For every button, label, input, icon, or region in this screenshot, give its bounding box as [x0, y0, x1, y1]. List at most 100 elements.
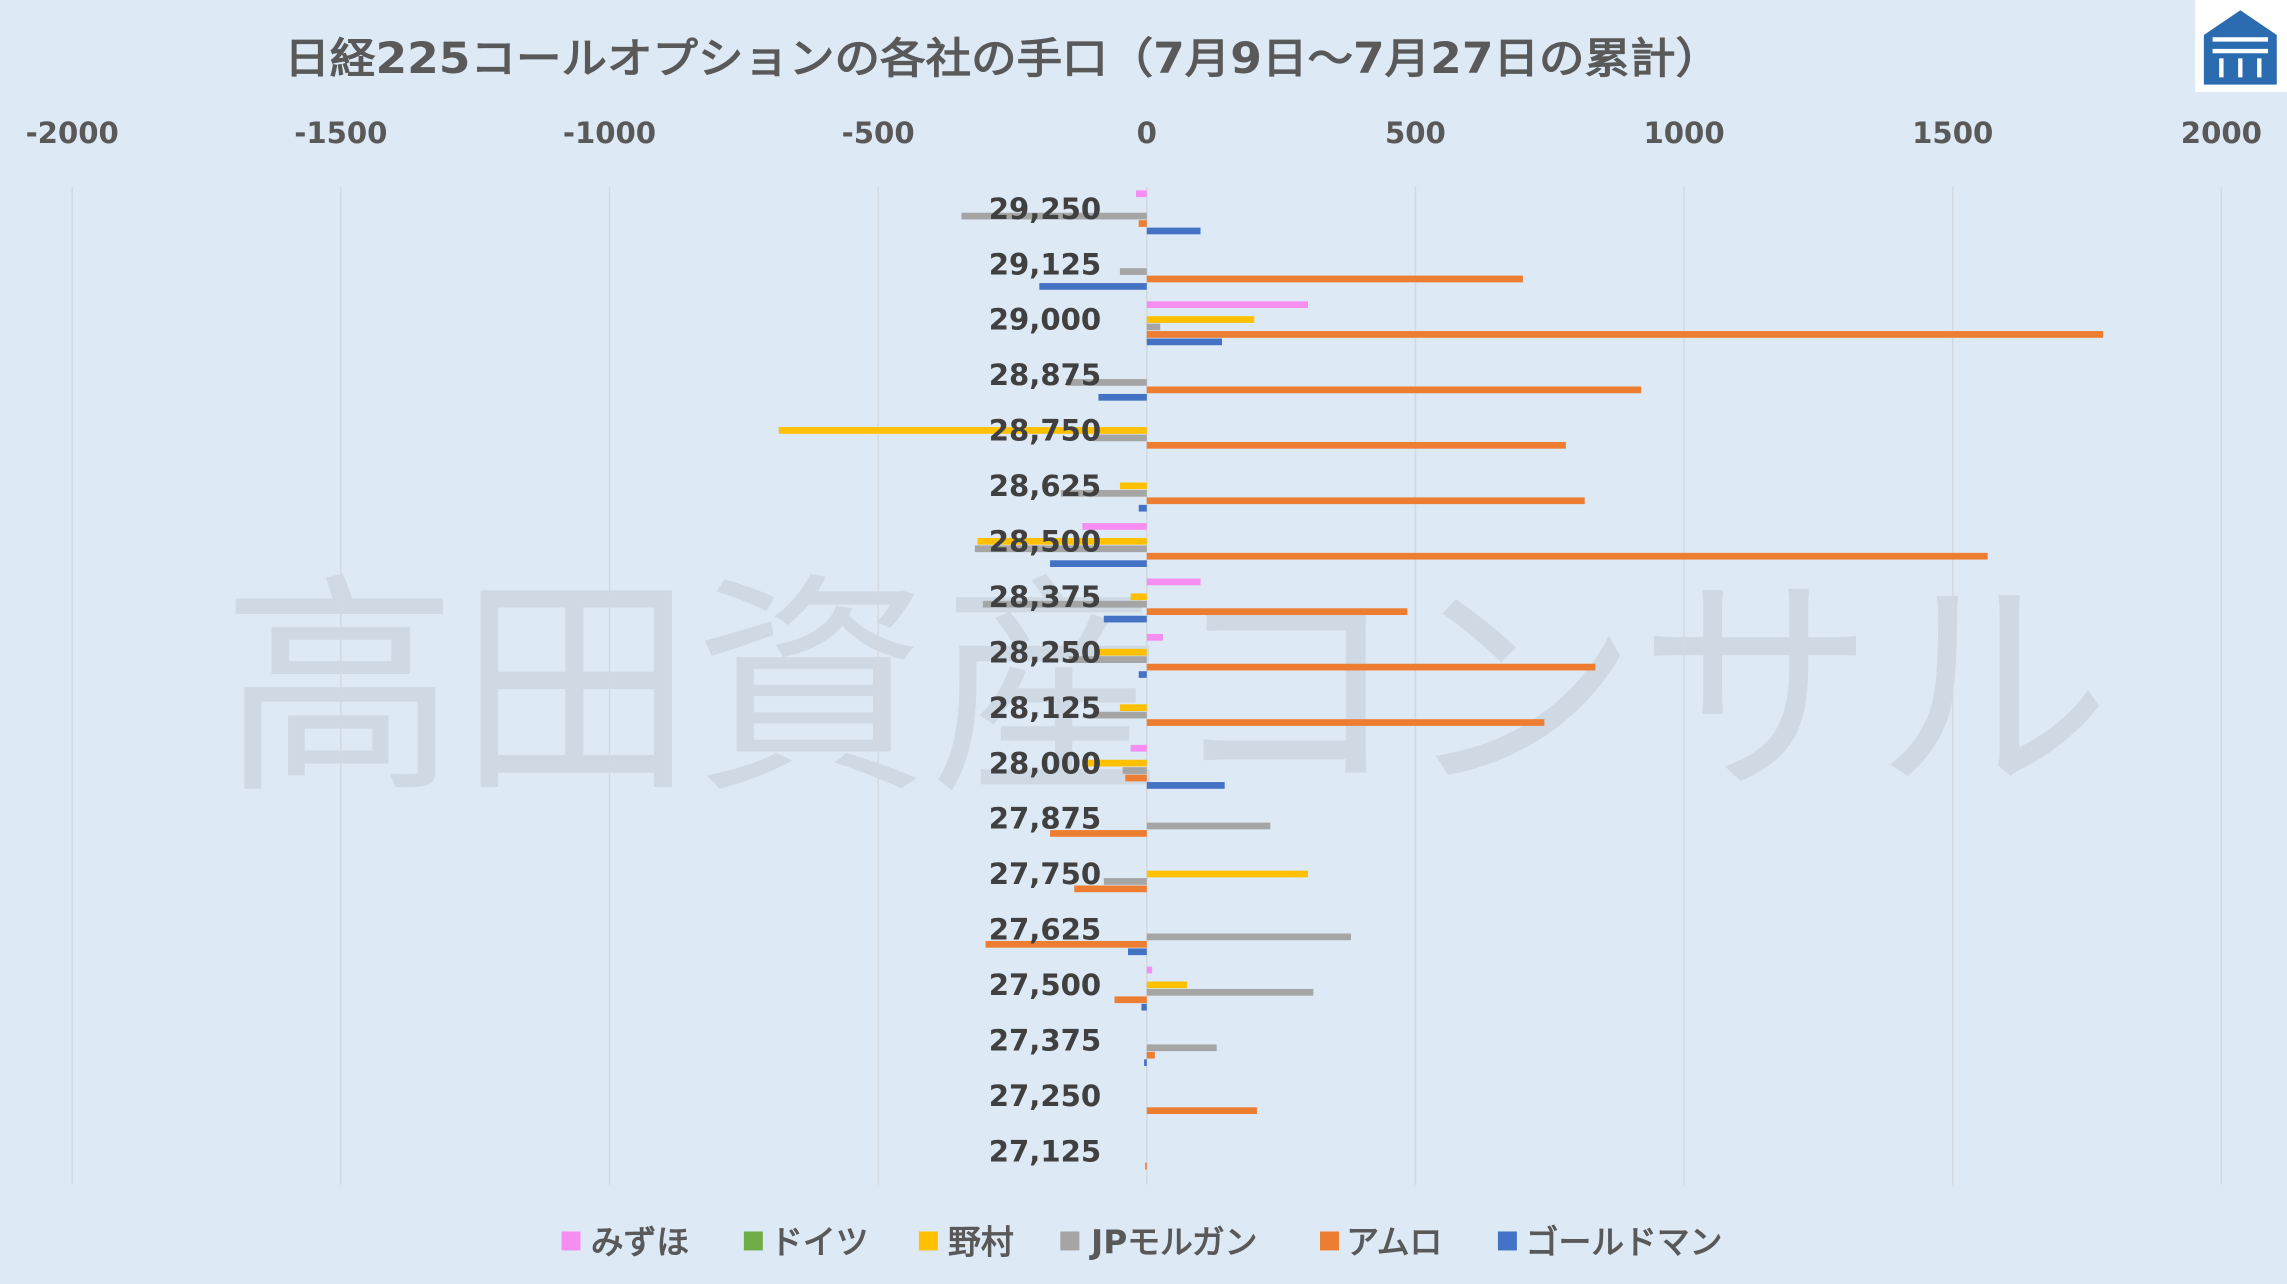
x-tick-label: 1500 — [1912, 116, 1993, 150]
bar-s3-29000 — [1146, 323, 1161, 331]
category-label: 27,875 — [989, 802, 1101, 836]
bar-s4-29000 — [1146, 331, 2104, 338]
category-label: 27,125 — [989, 1134, 1101, 1168]
bar-s3-28000 — [1122, 767, 1147, 774]
bar-s4-28000 — [1125, 774, 1147, 782]
legend-label-0: みずほ — [591, 1223, 689, 1261]
category-label: 29,250 — [989, 192, 1101, 226]
bars — [778, 190, 2104, 1170]
bar-s2-29000 — [1146, 316, 1255, 323]
bar-s3-29125 — [1119, 268, 1147, 275]
x-tick-label: -1000 — [563, 116, 656, 150]
bar-s3-28125 — [1093, 711, 1147, 719]
category-labels: 29,250 29,125 29,000 28,875 28,750 28,625 28,5… — [989, 192, 1101, 1169]
category-label: 27,375 — [989, 1024, 1101, 1058]
x-tick-label: 1000 — [1644, 116, 1725, 150]
bar-s3-27625 — [1146, 933, 1351, 941]
bar-s5-27625 — [1127, 948, 1147, 956]
bar-s5-28000 — [1146, 782, 1225, 789]
bar-s4-28750 — [1146, 441, 1566, 449]
category-label: 28,500 — [989, 525, 1101, 559]
category-label: 29,000 — [989, 303, 1101, 337]
x-tick-label: -500 — [842, 116, 915, 150]
bar-s3-28625 — [1060, 489, 1147, 497]
legend-label-1: ドイツ — [770, 1223, 868, 1261]
bar-s5-28625 — [1138, 504, 1147, 512]
bar-s5-29000 — [1146, 338, 1223, 346]
category-label: 28,125 — [989, 691, 1101, 725]
bar-s3-28250 — [1068, 656, 1147, 664]
bar-s5-27500 — [1141, 1003, 1147, 1011]
bar-s5-28500 — [1050, 560, 1147, 568]
bar-s3-27375 — [1146, 1044, 1217, 1052]
bar-s2-28625 — [1119, 482, 1147, 490]
legend-label-2: 野村 — [948, 1223, 1014, 1261]
bar-s2-28250 — [1098, 648, 1147, 656]
legend-swatch-5 — [1497, 1231, 1517, 1251]
legend-swatch-3 — [1060, 1231, 1080, 1251]
bar-s4-28125 — [1146, 719, 1545, 726]
bar-s4-28250 — [1146, 663, 1596, 671]
bar-s4-27750 — [1074, 885, 1147, 893]
category-label: 28,000 — [989, 746, 1101, 780]
bar-s5-28875 — [1098, 393, 1147, 401]
legend-swatch-1 — [743, 1231, 763, 1251]
bar-s0-29000 — [1146, 301, 1308, 309]
bar-s0-28500 — [1082, 523, 1147, 530]
bar-s0-27500 — [1146, 966, 1153, 974]
bar-s4-27250 — [1146, 1107, 1257, 1115]
bar-s2-28000 — [1082, 759, 1147, 767]
chart-title: 日経225コールオプションの各社の手口（7月9日～7月27日の累計） — [284, 34, 1721, 83]
gridlines — [71, 186, 2223, 1185]
bar-s4-27875 — [1050, 830, 1147, 837]
bar-s3-28875 — [1066, 379, 1147, 386]
bar-s4-27375 — [1146, 1051, 1155, 1059]
category-label: 28,375 — [989, 580, 1101, 614]
bar-s4-28500 — [1146, 552, 1988, 560]
bar-s2-27500 — [1146, 981, 1188, 989]
bar-s5-29125 — [1039, 283, 1147, 290]
category-label: 29,125 — [989, 247, 1101, 281]
bar-s2-28500 — [977, 537, 1147, 545]
house-logo-icon — [2195, 0, 2287, 92]
bar-s0-28250 — [1146, 633, 1163, 641]
x-tick-label: 2000 — [2181, 116, 2262, 150]
watermark-text: 高田資産コンサル — [222, 554, 2111, 826]
bar-s2-28125 — [1119, 704, 1147, 712]
category-label: 28,875 — [989, 358, 1101, 392]
legend-swatch-2 — [918, 1231, 938, 1251]
bar-s5-29250 — [1146, 227, 1201, 235]
bar-s5-28375 — [1103, 615, 1147, 623]
bar-s3-28375 — [982, 600, 1147, 608]
x-tick-label: -2000 — [26, 116, 119, 150]
legend-label-4: アムロ — [1346, 1223, 1442, 1261]
legend-label-3: JPモルガン — [1089, 1223, 1257, 1261]
category-label: 28,625 — [989, 469, 1101, 503]
bar-s0-28375 — [1146, 578, 1201, 586]
bar-s4-29250 — [1138, 220, 1147, 227]
category-label: 27,750 — [989, 857, 1101, 891]
bar-s4-28875 — [1146, 386, 1642, 394]
legend-swatch-4 — [1319, 1231, 1339, 1251]
bar-s3-28750 — [1093, 434, 1147, 442]
bar-s4-29125 — [1146, 275, 1523, 283]
bar-s5-28250 — [1138, 671, 1147, 678]
bar-s3-29250 — [961, 212, 1147, 220]
bar-s4-28625 — [1146, 497, 1585, 505]
category-label: 27,250 — [989, 1079, 1101, 1113]
bar-s0-29250 — [1136, 190, 1147, 198]
category-label: 28,250 — [989, 635, 1101, 669]
bar-s4-27500 — [1114, 996, 1147, 1004]
bar-s0-28000 — [1130, 744, 1147, 752]
bar-s3-27875 — [1146, 822, 1271, 830]
legend-label-5: ゴールドマン — [1526, 1223, 1723, 1261]
bar-s3-27750 — [1103, 878, 1147, 885]
bar-s2-28375 — [1130, 593, 1147, 601]
bar-s4-27625 — [985, 940, 1147, 948]
bar-s5-27375 — [1144, 1059, 1147, 1067]
x-tick-label: 0 — [1137, 116, 1157, 150]
category-label: 28,750 — [989, 414, 1101, 448]
category-label: 27,500 — [989, 968, 1101, 1002]
bar-s3-28500 — [974, 545, 1147, 553]
